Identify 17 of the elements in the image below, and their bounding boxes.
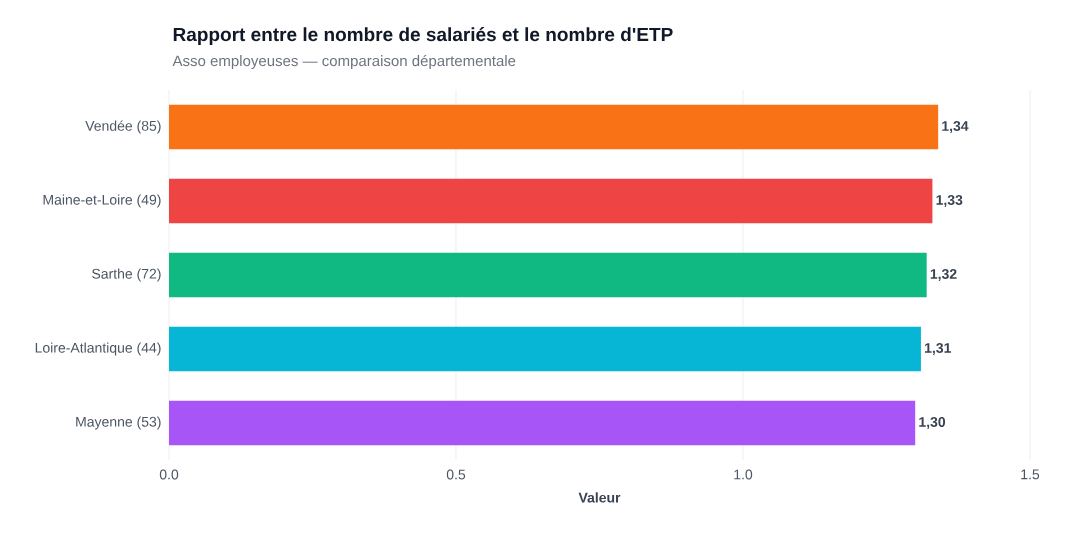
y-tick-label: Maine-et-Loire (49): [43, 194, 161, 208]
data-label: 1,34: [942, 121, 969, 133]
data-label: 1,30: [919, 417, 946, 429]
data-label: 1,32: [930, 269, 957, 281]
y-tick-label: Vendée (85): [85, 120, 161, 134]
data-label: 1,31: [925, 343, 951, 355]
x-axis-title: Valeur: [578, 492, 621, 503]
y-tick-label: Sarthe (72): [92, 268, 161, 282]
chart-subtitle: Asso employeuses — comparaison départementale: [172, 54, 516, 70]
chart-title: Rapport entre le nombre de salariés et le nombre d'ETP: [173, 27, 673, 45]
x-tick-label: 1.0: [734, 469, 753, 480]
x-tick-label: 0.5: [446, 469, 466, 480]
x-tick-label: 0.0: [159, 469, 179, 480]
x-tick-label: 1.5: [1021, 469, 1040, 480]
y-tick-label: Loire-Atlantique (44): [35, 342, 161, 356]
data-label: 1,33: [936, 195, 963, 207]
y-tick-label: Mayenne (53): [76, 416, 161, 430]
